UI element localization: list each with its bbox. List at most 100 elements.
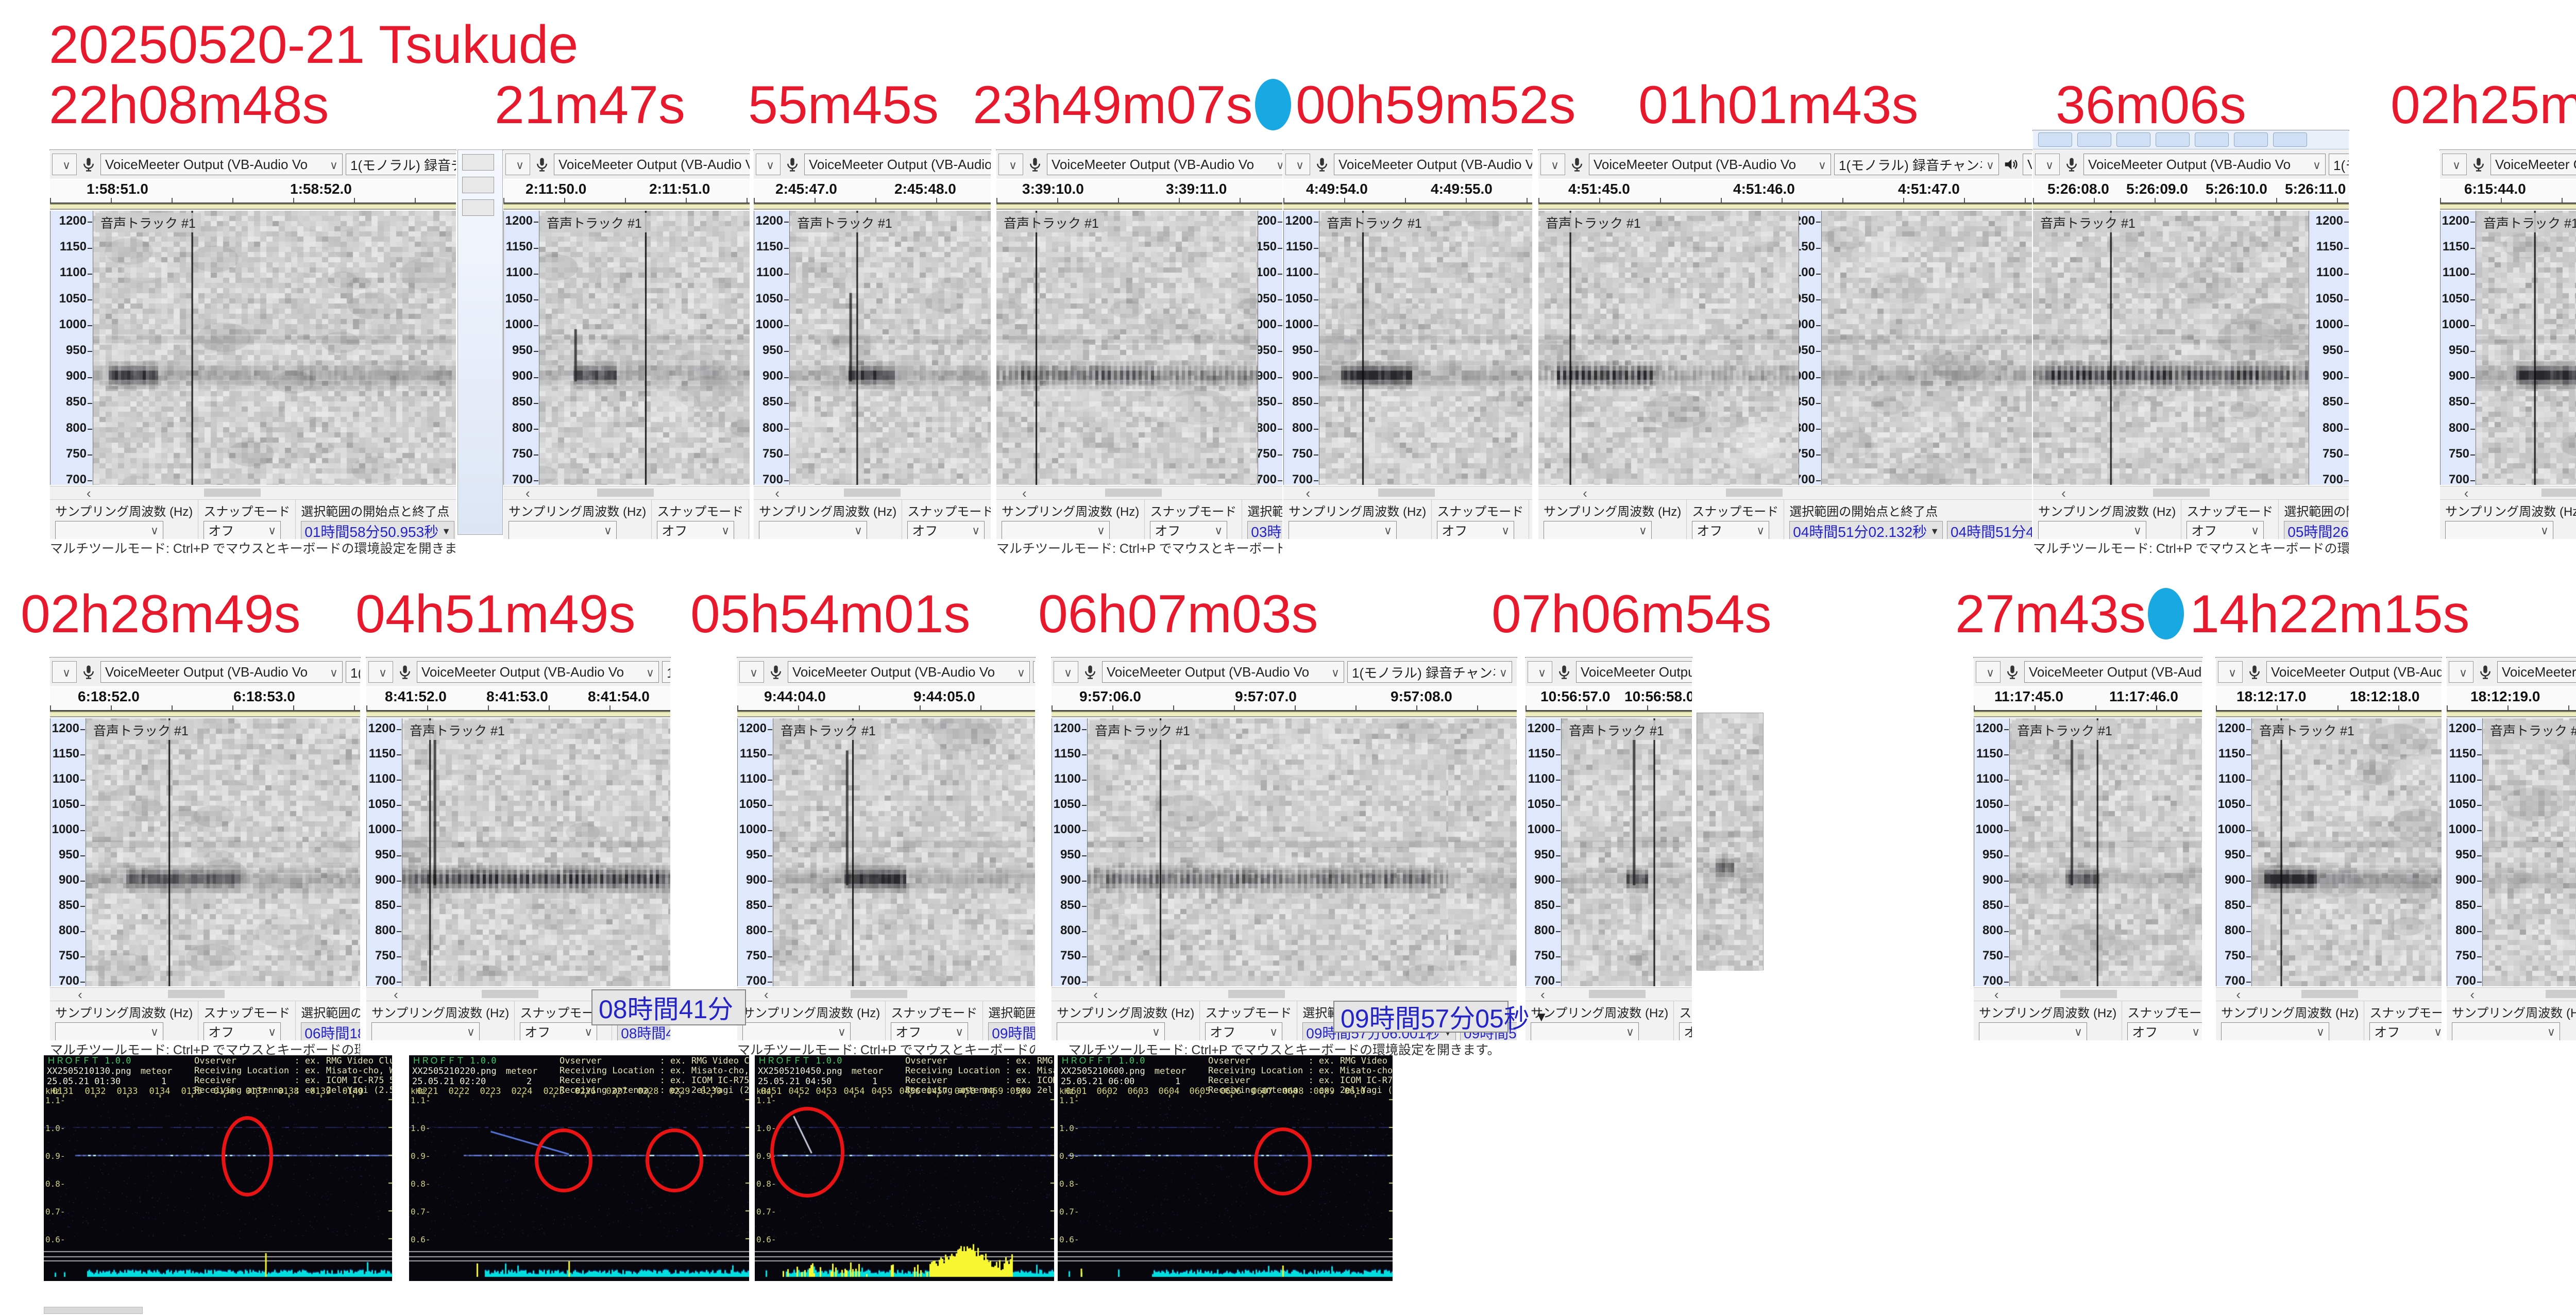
scroll-left-arrow[interactable]: ‹ [2464,486,2469,500]
snap-mode-select[interactable]: オフ [907,521,985,539]
scrollbar-thumb[interactable] [1378,488,1435,497]
horizontal-scrollbar[interactable]: ‹ [996,486,1282,500]
horizontal-scrollbar[interactable]: ‹ [50,486,456,500]
timeline-ruler[interactable]: 18:12:17.0 18:12:18.0 [2216,687,2442,711]
snap-mode-select[interactable]: オフ [2187,521,2264,539]
dropdown-stub[interactable] [1285,154,1310,175]
dropdown-stub[interactable] [52,661,77,683]
sample-rate-select[interactable] [1002,521,1110,539]
selection-start-field[interactable]: 03時間39分09.727秒 [1247,521,1282,539]
selection-start-field[interactable]: 09時間44分04.215秒 [988,1022,1035,1040]
timeline-ruler[interactable]: 2:11:50.0 2:11:51.0 [503,180,750,204]
sample-rate-select[interactable] [55,1022,163,1040]
scroll-left-arrow[interactable]: ‹ [1306,486,1311,500]
recording-device-select[interactable]: VoiceMeeter Output (VB-Audio Vo [1589,154,1831,175]
horizontal-scrollbar[interactable]: ‹ [754,486,991,500]
selection-start-field[interactable]: 06時間18分52.340秒 [301,1022,360,1040]
recording-device-select[interactable]: VoiceMeeter Output (VB-Audio Vo [804,154,991,175]
horizontal-scrollbar[interactable]: ‹ [50,987,360,1001]
scrollbar-thumb[interactable] [167,990,225,998]
scrollbar-thumb[interactable] [2301,990,2359,998]
recording-device-select[interactable]: VoiceMeeter Output (VB-Audio Vo [1576,661,1692,683]
sample-rate-select[interactable] [1544,521,1652,539]
recording-channels-select[interactable]: 1(モノラル) 録音チャンネル [1033,661,1035,683]
timeline-ruler[interactable]: 5:26:08.0 5:26:09.0 5:26:10.0 5:26:11.0 [2033,180,2349,204]
frequency-ruler[interactable]: 1200 1150 1100 1050 1000 950 900 850 800 750 700 [737,718,773,986]
snap-mode-select[interactable]: オフ [1692,521,1770,539]
dropdown-stub[interactable] [2449,661,2473,683]
spectrogram-view[interactable] [773,718,1035,986]
scrollbar-thumb[interactable] [1588,990,1646,998]
recording-device-select[interactable]: VoiceMeeter Output (VB-Audio Vo [2266,661,2442,683]
horizontal-scrollbar[interactable]: ‹ [1526,987,1692,1001]
frequency-ruler[interactable]: 1200 1150 1100 1050 1000 950 900 850 800 750 700 [1974,718,2010,986]
snap-mode-select[interactable]: オフ [204,521,281,539]
timeline-ruler[interactable]: 6:15:44.06:15:45.0 [2440,180,2576,204]
recording-channels-select[interactable]: 1(モノラル) 録音チャンネル [1347,661,1512,683]
scrollbar-thumb[interactable] [850,990,907,998]
recording-device-select[interactable]: VoiceMeeter Output (VB-Audio Vo [554,154,750,175]
scroll-left-arrow[interactable]: ‹ [78,987,82,1001]
frequency-ruler[interactable]: 1200 1150 1100 1050 1000 950 900 850 800 750 700 [1258,211,1282,485]
frequency-ruler[interactable]: 1200 1150 1100 1050 1000 950 900 850 800 750 700 [503,211,539,485]
recording-device-select[interactable]: VoiceMeeter Output (VB-Audio Vo [1047,154,1282,175]
timeline-ruler[interactable]: 9:44:04.0 9:44:05.0 [737,687,1035,711]
horizontal-scrollbar[interactable]: ‹ [2447,987,2576,1001]
sample-rate-select[interactable] [1979,1022,2087,1040]
horizontal-scrollbar[interactable]: ‹ [737,987,1035,1001]
selection-start-field[interactable]: 05時間26分08.419秒 [2284,521,2349,539]
scrollbar-thumb[interactable] [2546,990,2576,998]
sample-rate-select[interactable] [742,1022,851,1040]
spectrogram-view[interactable] [1562,718,1692,986]
selection-end-field[interactable]: 04時間51分46.000秒 [1947,521,2032,539]
dropdown-stub[interactable] [1054,661,1078,683]
scrollbar-thumb[interactable] [2541,488,2576,497]
horizontal-scrollbar[interactable]: ‹ [1974,987,2202,1001]
frequency-ruler[interactable]: 1200 1150 1100 1050 1000 950 900 850 800 750 700 [2440,211,2476,485]
spectrogram-view[interactable] [2010,718,2202,986]
spectrogram-view[interactable] [2252,718,2442,986]
sample-rate-select[interactable] [1289,521,1397,539]
frequency-ruler[interactable]: 1200 1150 1100 1050 1000 950 900 850 800 750 700 [1799,211,1822,485]
spectrogram-view[interactable] [1538,211,1799,485]
recording-channels-select[interactable]: 1(モノラル) 録音チャンネル [1834,154,1999,175]
sample-rate-select[interactable] [1531,1022,1639,1040]
selection-time-badge[interactable]: 09時間57分05秒 [1333,1001,1530,1033]
spectrogram-view[interactable] [86,718,360,986]
horizontal-scrollbar[interactable]: ‹ [2216,987,2442,1001]
recording-device-select[interactable]: VoiceMeeter Output (VB-Audio Vo [100,154,343,175]
scroll-left-arrow[interactable]: ‹ [394,987,398,1001]
horizontal-scrollbar[interactable]: ‹ [2440,486,2576,500]
recording-device-select[interactable]: VoiceMeeter Output (VB-Audio Vo [2024,661,2202,683]
spectrogram-view[interactable] [1822,211,2032,485]
scroll-left-arrow[interactable]: ‹ [2061,486,2066,500]
recording-device-select[interactable]: VoiceMeeter Output (VB-Audio Vo [1102,661,1344,683]
dropdown-stub[interactable] [739,661,764,683]
sample-rate-select[interactable] [1057,1022,1165,1040]
dropdown-stub[interactable] [756,154,781,175]
sample-rate-select[interactable] [2452,1022,2560,1040]
frequency-ruler[interactable]: 1200 1150 1100 1050 1000 950 900 850 800 750 700 [2309,211,2349,485]
dropdown-stub[interactable] [2218,661,2243,683]
selection-time-badge[interactable]: 08時間41分 [591,989,746,1025]
scrollbar-thumb[interactable] [1726,488,1783,497]
timeline-ruler[interactable]: 6:18:52.0 6:18:53.0 [50,687,360,711]
horizontal-scrollbar[interactable]: ‹ [2033,486,2349,500]
sample-rate-select[interactable] [2038,521,2146,539]
frequency-ruler[interactable]: 1200 1150 1100 1050 1000 950 900 850 800 750 700 [754,211,790,485]
scrollbar-thumb[interactable] [482,990,539,998]
frequency-ruler[interactable]: 1200 1150 1100 1050 1000 950 900 850 800 750 700 [50,211,93,485]
sample-rate-select[interactable] [371,1022,480,1040]
scroll-left-arrow[interactable]: ‹ [2470,987,2475,1001]
scrollbar-thumb[interactable] [597,488,654,497]
scroll-left-arrow[interactable]: ‹ [1093,987,1098,1001]
scroll-left-arrow[interactable]: ‹ [775,486,780,500]
frequency-ruler[interactable]: 1200 1150 1100 1050 1000 950 900 850 800 750 700 [2447,718,2483,986]
snap-mode-select[interactable]: オフ [1205,1022,1283,1040]
frequency-ruler[interactable]: 1200 1150 1100 1050 1000 950 900 850 800 750 700 [366,718,402,986]
spectrogram-view[interactable] [93,211,456,485]
recording-device-select[interactable]: VoiceMeeter Output (VB-Audio Vo [417,661,659,683]
horizontal-scrollbar[interactable]: ‹ [1283,486,1532,500]
transport-button[interactable] [2156,132,2190,147]
spectrogram-view[interactable] [539,211,750,485]
